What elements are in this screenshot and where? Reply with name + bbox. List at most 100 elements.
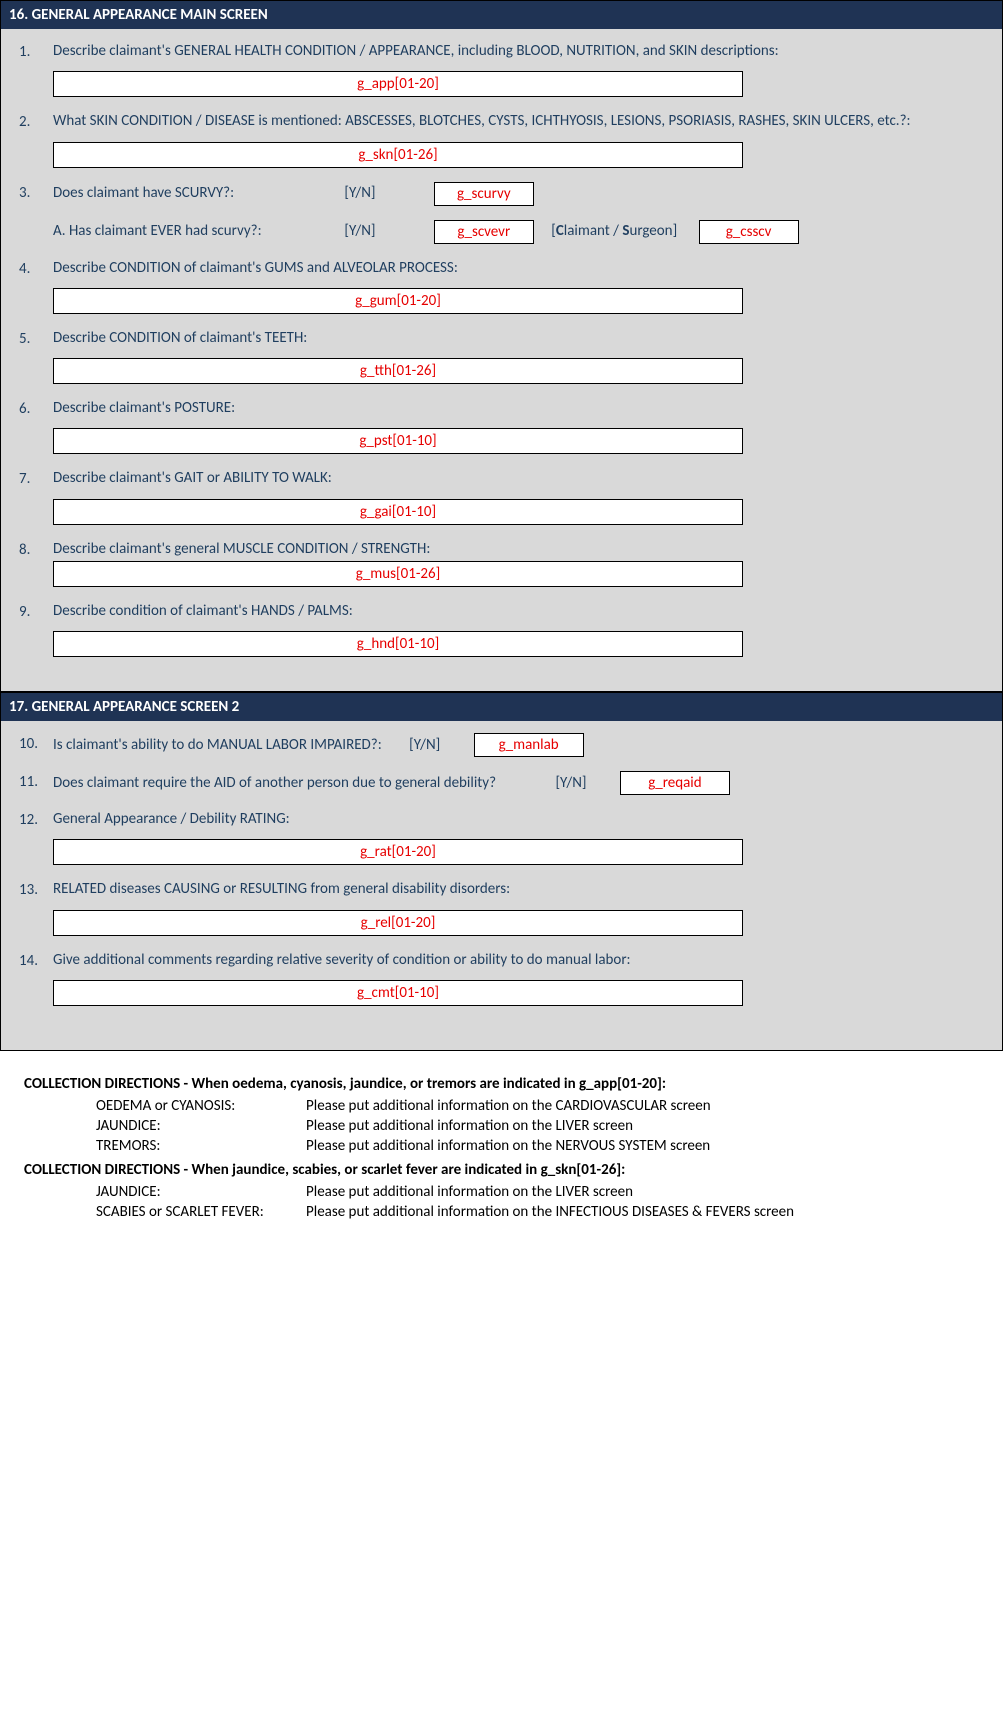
question-row: 7. Describe claimant's GAIT or ABILITY T… [19, 468, 984, 524]
question-number: 3. [19, 182, 53, 202]
field-g-tth[interactable]: g_tth[01-26] [53, 358, 743, 384]
directions-key: TREMORS: [96, 1137, 306, 1155]
field-g-mus[interactable]: g_mus[01-26] [53, 561, 743, 587]
directions-value: Please put additional information on the… [306, 1203, 979, 1221]
question-number: 4. [19, 258, 53, 278]
claimant-surgeon-label: [Claimant / Surgeon] [551, 222, 677, 240]
question-number: 7. [19, 468, 53, 488]
directions-row: JAUNDICE: Please put additional informat… [96, 1117, 979, 1135]
directions-key: JAUNDICE: [96, 1117, 306, 1135]
field-g-rat[interactable]: g_rat[01-20] [53, 839, 743, 865]
question-number: 9. [19, 601, 53, 621]
yn-label: [Y/N] [409, 736, 440, 754]
yn-label: [Y/N] [555, 774, 586, 792]
question-text: Describe claimant's GENERAL HEALTH CONDI… [53, 41, 984, 61]
directions-key: JAUNDICE: [96, 1183, 306, 1201]
field-g-gai[interactable]: g_gai[01-10] [53, 499, 743, 525]
question-content: General Appearance / Debility RATING: g_… [53, 809, 984, 865]
question-text: General Appearance / Debility RATING: [53, 809, 984, 829]
yn-label: [Y/N] [344, 184, 404, 202]
question-text: Describe CONDITION of claimant's GUMS an… [53, 258, 984, 278]
question-row: 2. What SKIN CONDITION / DISEASE is ment… [19, 111, 984, 167]
question-number: 8. [19, 539, 53, 559]
question-content: Describe claimant's GENERAL HEALTH CONDI… [53, 41, 984, 97]
directions-value: Please put additional information on the… [306, 1137, 979, 1155]
question-row: 5. Describe CONDITION of claimant's TEET… [19, 328, 984, 384]
directions-heading: COLLECTION DIRECTIONS - When jaundice, s… [24, 1161, 979, 1179]
question-number: 11. [19, 771, 53, 791]
question-text: RELATED diseases CAUSING or RESULTING fr… [53, 879, 984, 899]
question-content: Give additional comments regarding relat… [53, 950, 984, 1006]
question-number: 14. [19, 950, 53, 970]
question-text: Does claimant have SCURVY?: [53, 184, 313, 202]
question-text: Describe claimant's POSTURE: [53, 398, 984, 418]
question-number: 6. [19, 398, 53, 418]
directions-row: TREMORS: Please put additional informati… [96, 1137, 979, 1155]
question-text: Give additional comments regarding relat… [53, 950, 984, 970]
directions-row: SCABIES or SCARLET FEVER: Please put add… [96, 1203, 979, 1221]
directions-key: OEDEMA or CYANOSIS: [96, 1097, 306, 1115]
directions-value: Please put additional information on the… [306, 1097, 979, 1115]
directions-value: Please put additional information on the… [306, 1117, 979, 1135]
question-row: 1. Describe claimant's GENERAL HEALTH CO… [19, 41, 984, 97]
field-g-rel[interactable]: g_rel[01-20] [53, 910, 743, 936]
question-line: Does claimant have SCURVY?: [Y/N] g_scur… [53, 182, 984, 206]
field-g-gum[interactable]: g_gum[01-20] [53, 288, 743, 314]
question-row: 14. Give additional comments regarding r… [19, 950, 984, 1006]
question-text: Describe CONDITION of claimant's TEETH: [53, 328, 984, 348]
question-text: Is claimant's ability to do MANUAL LABOR… [53, 736, 382, 754]
question-number: 13. [19, 879, 53, 899]
section-17-header: 17. GENERAL APPEARANCE SCREEN 2 [1, 693, 1002, 721]
section-17-body: 10. Is claimant's ability to do MANUAL L… [1, 721, 1002, 1050]
field-g-reqaid[interactable]: g_reqaid [620, 771, 730, 795]
question-content: Describe claimant's POSTURE: g_pst[01-10… [53, 398, 984, 454]
question-row: 11. Does claimant require the AID of ano… [19, 771, 984, 795]
question-number: 5. [19, 328, 53, 348]
directions-heading: COLLECTION DIRECTIONS - When oedema, cya… [24, 1075, 979, 1093]
section-16-header: 16. GENERAL APPEARANCE MAIN SCREEN [1, 1, 1002, 29]
question-content: Describe condition of claimant's HANDS /… [53, 601, 984, 657]
field-g-hnd[interactable]: g_hnd[01-10] [53, 631, 743, 657]
question-number: 1. [19, 41, 53, 61]
question-row: 4. Describe CONDITION of claimant's GUMS… [19, 258, 984, 314]
question-content: RELATED diseases CAUSING or RESULTING fr… [53, 879, 984, 935]
field-g-skn[interactable]: g_skn[01-26] [53, 142, 743, 168]
question-content: Is claimant's ability to do MANUAL LABOR… [53, 733, 984, 757]
collection-directions: COLLECTION DIRECTIONS - When oedema, cya… [0, 1051, 1003, 1231]
question-row: 6. Describe claimant's POSTURE: g_pst[01… [19, 398, 984, 454]
field-g-scurvy[interactable]: g_scurvy [434, 182, 534, 206]
question-row: 3. Does claimant have SCURVY?: [Y/N] g_s… [19, 182, 984, 244]
question-content: Describe CONDITION of claimant's TEETH: … [53, 328, 984, 384]
field-g-pst[interactable]: g_pst[01-10] [53, 428, 743, 454]
question-content: Describe claimant's general MUSCLE CONDI… [53, 539, 984, 587]
question-number: 10. [19, 733, 53, 753]
section-17-panel: 17. GENERAL APPEARANCE SCREEN 2 10. Is c… [0, 692, 1003, 1051]
question-number: 12. [19, 809, 53, 829]
field-g-app[interactable]: g_app[01-20] [53, 71, 743, 97]
directions-row: OEDEMA or CYANOSIS: Please put additiona… [96, 1097, 979, 1115]
directions-row: JAUNDICE: Please put additional informat… [96, 1183, 979, 1201]
question-row: 8. Describe claimant's general MUSCLE CO… [19, 539, 984, 587]
question-content: Describe CONDITION of claimant's GUMS an… [53, 258, 984, 314]
question-content: Does claimant require the AID of another… [53, 771, 984, 795]
question-content: Describe claimant's GAIT or ABILITY TO W… [53, 468, 984, 524]
sub-question-text: A. Has claimant EVER had scurvy?: [53, 222, 313, 240]
field-g-scvevr[interactable]: g_scvevr [434, 220, 534, 244]
field-g-csscv[interactable]: g_csscv [699, 220, 799, 244]
question-content: What SKIN CONDITION / DISEASE is mention… [53, 111, 984, 167]
question-text: Describe condition of claimant's HANDS /… [53, 601, 984, 621]
section-16-panel: 16. GENERAL APPEARANCE MAIN SCREEN 1. De… [0, 0, 1003, 692]
question-row: 12. General Appearance / Debility RATING… [19, 809, 984, 865]
section-16-body: 1. Describe claimant's GENERAL HEALTH CO… [1, 29, 1002, 691]
yn-label: [Y/N] [344, 222, 404, 240]
field-g-cmt[interactable]: g_cmt[01-10] [53, 980, 743, 1006]
directions-key: SCABIES or SCARLET FEVER: [96, 1203, 306, 1221]
question-number: 2. [19, 111, 53, 131]
field-g-manlab[interactable]: g_manlab [474, 733, 584, 757]
directions-value: Please put additional information on the… [306, 1183, 979, 1201]
question-text: Describe claimant's general MUSCLE CONDI… [53, 539, 984, 559]
question-text: What SKIN CONDITION / DISEASE is mention… [53, 111, 984, 131]
question-row: 10. Is claimant's ability to do MANUAL L… [19, 733, 984, 757]
question-row: 13. RELATED diseases CAUSING or RESULTIN… [19, 879, 984, 935]
question-content: Does claimant have SCURVY?: [Y/N] g_scur… [53, 182, 984, 244]
